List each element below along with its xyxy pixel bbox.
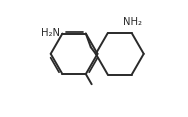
Text: NH₂: NH₂ [123, 17, 142, 27]
Text: H₂N: H₂N [41, 28, 60, 38]
